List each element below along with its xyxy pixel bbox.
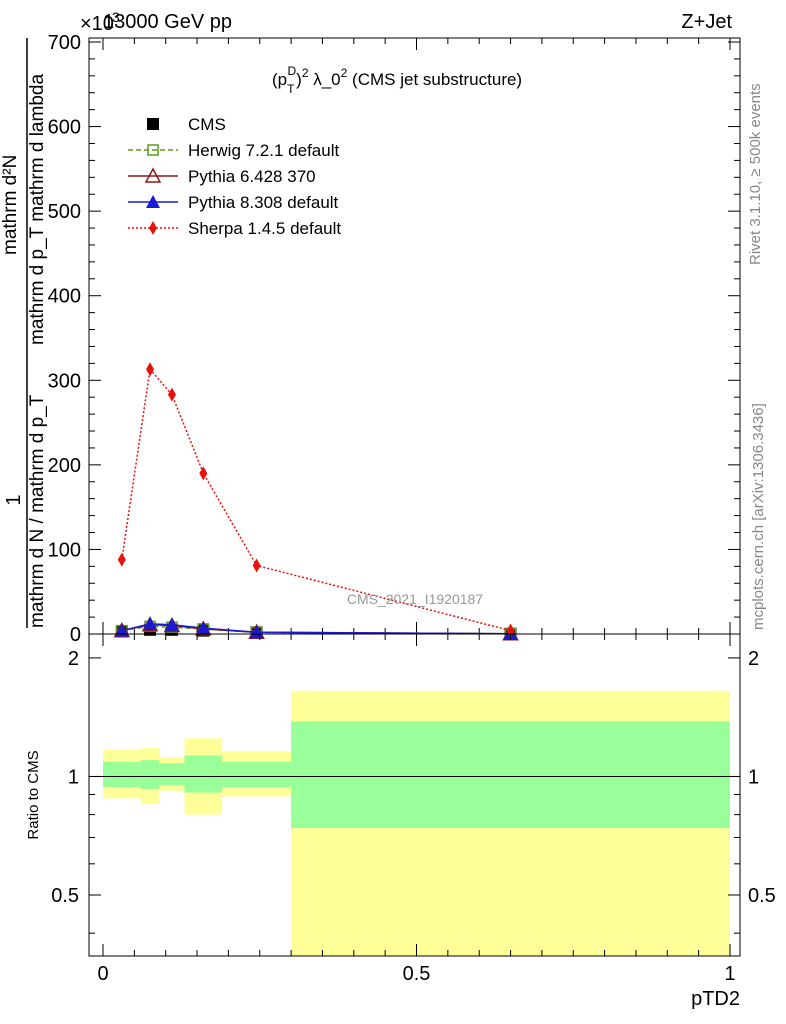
title-square-2: 2: [341, 66, 348, 80]
legend-item: Herwig 7.2.1 default: [128, 141, 339, 160]
x-axis-label: pTD2: [691, 988, 740, 1010]
main-plot-frame: [88, 37, 741, 635]
legend-item: Sherpa 1.4.5 default: [128, 219, 341, 238]
x-tick-label: 0: [97, 963, 108, 985]
main-y-axis: 0 100 200 300 400 500 600 700: [48, 32, 740, 646]
ylabel-denominator: mathrm d N / mathrm d p_T: [27, 394, 48, 628]
legend-label: Herwig 7.2.1 default: [188, 141, 339, 160]
title-sup: D: [287, 64, 296, 78]
ratio-y-tick-label-right: 1: [748, 766, 759, 788]
legend-marker: [149, 221, 157, 235]
ratio-x-axis: 0 0.5 1: [97, 634, 736, 985]
title-sub: T: [287, 82, 295, 96]
title-prefix: (p: [272, 70, 287, 89]
legend-label: CMS: [188, 115, 226, 134]
data-point: [164, 617, 179, 631]
legend-label: Pythia 8.308 default: [188, 193, 339, 212]
data-point: [114, 623, 129, 637]
series-line: [121, 367, 511, 632]
legend-marker: [146, 195, 160, 208]
ratio-y-tick-label: 0.5: [51, 885, 79, 907]
mcplots-label: mcplots.cern.ch [arXiv:1306.3436]: [750, 403, 767, 630]
data-point: [252, 558, 261, 573]
ratio-band-inner: [140, 760, 160, 789]
main-y-tick-label: 500: [48, 201, 81, 223]
ratio-y-tick-label-right: 0.5: [748, 885, 776, 907]
main-ylabel: 1 mathrm d N / mathrm d p_T mathrm d²N m…: [0, 38, 48, 628]
legend-label: Pythia 6.428 370: [188, 167, 316, 186]
exponent-base: ×10: [80, 13, 114, 35]
ylabel-numerator: mathrm d²N: [0, 155, 21, 255]
title-mid: λ_0: [309, 70, 341, 89]
ratio-bands: [103, 690, 730, 956]
ratio-y-tick-label-right: 2: [748, 648, 759, 670]
legend-item: CMS: [147, 115, 226, 134]
ratio-band-inner: [291, 721, 730, 828]
process-label: Z+Jet: [681, 11, 732, 33]
analysis-watermark: CMS_2021_I1920187: [347, 591, 483, 607]
ylabel-denominator-rest: mathrm d p_T mathrm d lambda: [27, 74, 48, 345]
title-square-1: 2: [302, 66, 309, 80]
ratio-band-inner: [159, 763, 185, 786]
main-y-tick-label: 300: [48, 370, 81, 392]
ratio-band-inner: [222, 761, 292, 788]
series-sherpa-1-4-5-default: [117, 362, 515, 638]
series-line: [121, 623, 511, 635]
data-point: [196, 621, 211, 635]
series-pythia-8-308-default: [114, 616, 518, 640]
exponent-label: ×10 3: [80, 9, 120, 35]
legend-marker: [144, 167, 162, 183]
main-y-tick-label: 0: [70, 624, 81, 646]
main-y-tick-label: 100: [48, 539, 81, 561]
ratio-y-tick-label: 1: [68, 766, 79, 788]
data-point: [167, 387, 176, 402]
legend-item: Pythia 6.428 370: [128, 167, 316, 186]
ratio-plot-frame: [88, 633, 741, 957]
rivet-label: Rivet 3.1.10, ≥ 500k events: [747, 83, 764, 265]
legend-marker: [147, 144, 159, 156]
ratio-band-inner: [103, 761, 141, 788]
plot-title: (pTD)2 λ_02 (CMS jet substructure): [272, 64, 522, 96]
legend-label: Sherpa 1.4.5 default: [188, 219, 341, 238]
x-tick-label: 0.5: [403, 963, 431, 985]
main-y-tick-label: 200: [48, 455, 81, 477]
ratio-band-inner: [184, 755, 223, 793]
main-y-tick-label: 600: [48, 117, 81, 139]
x-tick-label: 1: [724, 963, 735, 985]
title-tail: (CMS jet substructure): [347, 70, 522, 89]
ylabel-one: 1: [3, 494, 25, 505]
main-y-tick-label: 700: [48, 32, 81, 54]
data-point: [117, 552, 126, 567]
exponent-power: 3: [112, 9, 120, 25]
ratio-ylabel: Ratio to CMS: [25, 750, 42, 839]
data-point: [143, 616, 158, 630]
legend: CMS Herwig 7.2.1 default Pythia 6.428 370 P…: [128, 115, 341, 238]
energy-label: 13000 GeV pp: [103, 11, 232, 33]
legend-item: Pythia 8.308 default: [128, 193, 339, 212]
data-point: [146, 362, 155, 377]
ratio-y-tick-label: 2: [68, 648, 79, 670]
data-point: [199, 466, 208, 481]
ratio-y-axis: 0.5 0.5 1 1 2 2: [51, 648, 776, 934]
svg-text:(pTD)2 λ_02 (CMS jet substruct: (pTD)2 λ_02 (CMS jet substructure): [272, 64, 522, 96]
main-y-tick-label: 400: [48, 286, 81, 308]
legend-marker: [147, 118, 159, 130]
